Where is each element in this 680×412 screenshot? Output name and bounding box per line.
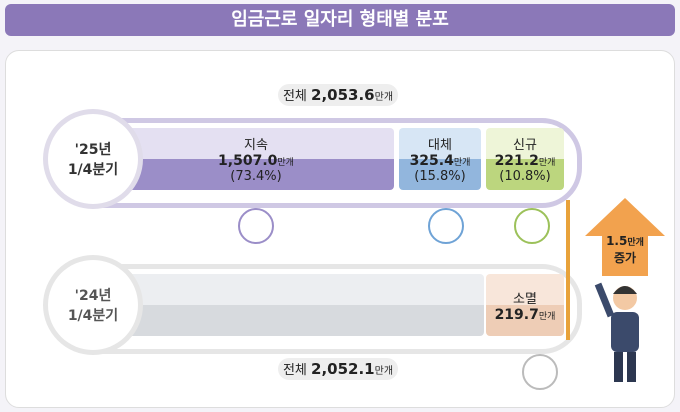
icon-handshake	[238, 208, 274, 244]
unit: 만개	[538, 311, 556, 322]
value: 221.2	[494, 153, 539, 169]
segment-ended: 소멸 219.7만개	[486, 274, 564, 336]
icon-replace	[428, 208, 464, 244]
name: 지속	[244, 138, 268, 153]
body	[611, 312, 639, 352]
previous-period: '24년 1/4분기	[48, 260, 138, 350]
arm	[594, 282, 615, 318]
unit: 만개	[374, 366, 394, 377]
previous-total: 전체 2,052.1만개	[278, 358, 398, 380]
hair	[613, 286, 637, 294]
value: 2,052.1	[311, 360, 375, 378]
leg	[627, 352, 636, 382]
current-period: '25년 1/4분기	[48, 114, 138, 204]
unit: 만개	[453, 158, 471, 168]
previous-bar	[118, 274, 484, 336]
quarter: 1/4분기	[67, 162, 119, 178]
label: 전체	[282, 363, 307, 378]
value: 1,507.0	[218, 153, 278, 169]
name: 대체	[428, 138, 452, 153]
rope	[566, 200, 570, 340]
up-arrow	[585, 198, 665, 276]
unit: 만개	[374, 92, 394, 103]
unit: 만개	[277, 158, 294, 168]
title: 임금근로 일자리 형태별 분포	[5, 4, 675, 36]
value: 325.4	[409, 153, 454, 169]
change: 1.5만개 증가	[596, 234, 654, 266]
unit: 만개	[538, 158, 556, 168]
value: 219.7	[494, 306, 539, 323]
name: 신규	[513, 138, 537, 153]
current-total: 전체 2,053.6만개	[278, 84, 398, 106]
label: 전체	[282, 89, 307, 104]
segment-new: 신규 221.2만개 (10.8%)	[486, 128, 564, 190]
year: '24년	[74, 288, 112, 304]
value: 1.5	[606, 234, 628, 248]
share: (10.8%)	[499, 169, 551, 184]
year: '25년	[74, 142, 112, 158]
name: 소멸	[513, 291, 537, 307]
label: 증가	[613, 251, 637, 265]
segment-replacement: 대체 325.4만개 (15.8%)	[399, 128, 481, 190]
growth-figure	[585, 198, 665, 382]
segment-continuing: 지속 1,507.0만개 (73.4%)	[118, 128, 394, 190]
quarter: 1/4분기	[67, 308, 119, 324]
unit: 만개	[627, 238, 644, 248]
share: (15.8%)	[414, 169, 466, 184]
share: (73.4%)	[230, 169, 282, 184]
icon-ended	[522, 354, 558, 390]
value: 2,053.6	[311, 86, 375, 104]
leg	[614, 352, 623, 382]
icon-new	[514, 208, 550, 244]
